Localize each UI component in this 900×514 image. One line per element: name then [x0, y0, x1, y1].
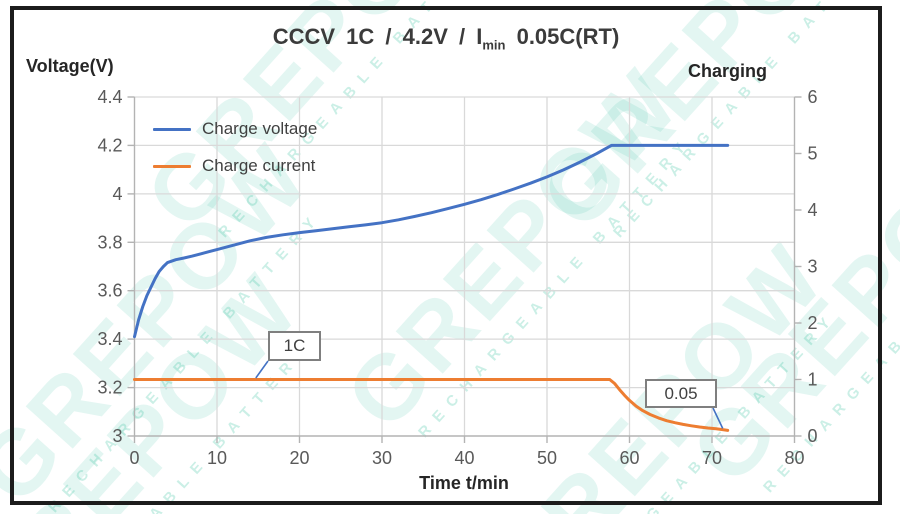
svg-text:6: 6	[808, 87, 818, 107]
svg-text:3: 3	[112, 426, 122, 446]
svg-text:0: 0	[808, 426, 818, 446]
annotation-1c-callout: 1C	[268, 331, 321, 361]
chart-title-subscript: min	[482, 37, 506, 53]
svg-text:4.2: 4.2	[97, 135, 122, 155]
svg-text:4.4: 4.4	[97, 87, 122, 107]
svg-text:70: 70	[702, 448, 722, 468]
svg-text:2: 2	[808, 313, 818, 333]
svg-text:3.6: 3.6	[97, 281, 122, 301]
svg-text:1: 1	[808, 370, 818, 390]
charge-voltage-line-swatch	[153, 127, 191, 131]
right-axis-title: Charging	[688, 61, 767, 81]
svg-text:40: 40	[454, 448, 474, 468]
svg-text:3: 3	[808, 257, 818, 277]
svg-text:30: 30	[372, 448, 392, 468]
svg-text:80: 80	[784, 448, 804, 468]
chart-title-pre: CCCV 1C / 4.2V / I	[272, 24, 483, 49]
svg-text:50: 50	[537, 448, 557, 468]
annotation-text: 0.05	[664, 383, 698, 403]
svg-text:20: 20	[289, 448, 309, 468]
svg-text:4: 4	[112, 184, 122, 204]
svg-text:3.4: 3.4	[97, 329, 122, 349]
svg-text:10: 10	[207, 448, 227, 468]
annotation-text: 1C	[283, 336, 306, 355]
annotation-005-leader	[712, 407, 724, 429]
series-line-charge-voltage	[133, 143, 730, 339]
svg-text:3.2: 3.2	[97, 378, 122, 398]
chart-title: CCCV 1C / 4.2V / Imin 0.05C(RT)	[10, 24, 882, 52]
x-axis-title: Time t/min	[419, 473, 509, 493]
legend-label: Charge voltage	[202, 119, 318, 138]
left-axis-title: Voltage(V)	[26, 56, 114, 76]
svg-text:4: 4	[808, 200, 818, 220]
svg-text:3.8: 3.8	[97, 232, 122, 252]
svg-text:0: 0	[129, 448, 139, 468]
charge-current-line-swatch	[153, 164, 191, 168]
svg-text:5: 5	[808, 144, 818, 164]
legend-label: Charge current	[202, 156, 316, 175]
chart-title-post: 0.05C(RT)	[505, 24, 620, 49]
legend-item-charge-current: Charge current	[153, 154, 317, 178]
svg-text:60: 60	[619, 448, 639, 468]
legend-item-charge-voltage: Charge voltage	[153, 117, 317, 141]
annotation-005-callout: 0.05	[645, 379, 717, 408]
legend: Charge voltage Charge current	[153, 117, 317, 178]
annotation-1c-leader	[255, 360, 269, 379]
series-line-charge-current	[133, 378, 730, 432]
